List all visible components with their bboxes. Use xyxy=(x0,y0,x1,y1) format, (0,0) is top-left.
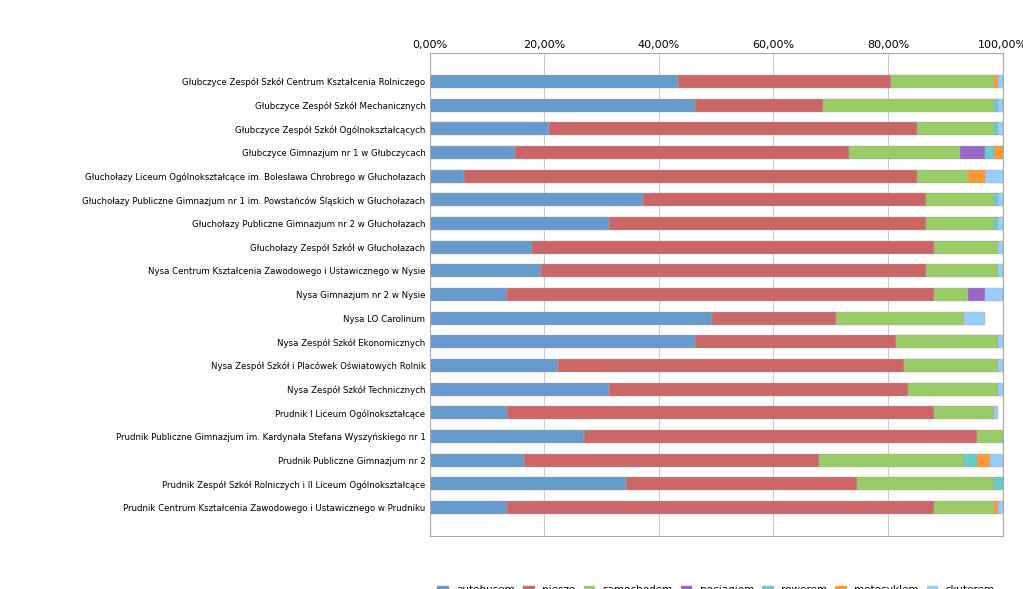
Bar xyxy=(610,217,926,230)
Legend: autobusem, pieszo, samochodem, pociągiem, rowerem, motocyklem, skuterem: autobusem, pieszo, samochodem, pociągiem… xyxy=(435,582,997,589)
Bar xyxy=(998,359,1003,372)
Bar xyxy=(964,454,977,466)
Bar xyxy=(998,75,1003,88)
Bar xyxy=(891,75,994,88)
Bar xyxy=(985,288,1003,301)
Bar xyxy=(541,264,926,277)
Bar xyxy=(430,75,677,88)
Bar xyxy=(430,217,610,230)
Bar xyxy=(610,383,908,396)
Bar xyxy=(934,241,998,254)
Bar xyxy=(430,430,583,443)
Bar xyxy=(430,288,506,301)
Bar xyxy=(994,75,998,88)
Bar xyxy=(994,501,998,514)
Bar xyxy=(430,383,610,396)
Bar xyxy=(977,430,1003,443)
Bar xyxy=(430,477,626,491)
Bar xyxy=(917,123,994,135)
Bar xyxy=(994,477,1003,491)
Bar xyxy=(994,98,998,112)
Bar xyxy=(989,454,1003,466)
Bar xyxy=(430,335,695,348)
Bar xyxy=(998,123,1003,135)
Bar xyxy=(994,217,998,230)
Bar xyxy=(430,406,506,419)
Bar xyxy=(430,454,524,466)
Bar xyxy=(985,170,1003,183)
Bar xyxy=(926,264,998,277)
Bar xyxy=(998,241,1003,254)
Bar xyxy=(818,454,964,466)
Bar xyxy=(969,170,985,183)
Bar xyxy=(998,383,1003,396)
Bar xyxy=(998,217,1003,230)
Bar xyxy=(926,193,994,206)
Bar xyxy=(583,430,977,443)
Bar xyxy=(998,264,1003,277)
Bar xyxy=(463,170,917,183)
Bar xyxy=(849,146,960,159)
Bar xyxy=(994,193,998,206)
Bar xyxy=(998,335,1003,348)
Bar xyxy=(964,312,985,325)
Bar xyxy=(430,264,541,277)
Bar xyxy=(934,501,994,514)
Bar xyxy=(430,193,643,206)
Bar xyxy=(532,241,934,254)
Bar xyxy=(934,406,994,419)
Bar xyxy=(896,335,998,348)
Bar xyxy=(994,406,998,419)
Bar xyxy=(917,170,969,183)
Bar xyxy=(960,146,985,159)
Bar xyxy=(516,146,849,159)
Bar xyxy=(994,123,998,135)
Bar xyxy=(549,123,917,135)
Bar xyxy=(998,193,1003,206)
Bar xyxy=(904,359,998,372)
Bar xyxy=(969,288,985,301)
Bar xyxy=(998,501,1003,514)
Bar xyxy=(695,335,896,348)
Bar xyxy=(985,146,994,159)
Bar xyxy=(934,288,969,301)
Bar xyxy=(430,241,532,254)
Bar xyxy=(857,477,994,491)
Bar xyxy=(430,170,463,183)
Bar xyxy=(908,383,998,396)
Bar xyxy=(643,193,926,206)
Bar xyxy=(998,98,1003,112)
Bar xyxy=(506,288,934,301)
Bar xyxy=(506,406,934,419)
Bar xyxy=(430,98,695,112)
Bar xyxy=(626,477,857,491)
Bar xyxy=(822,98,994,112)
Bar xyxy=(430,146,516,159)
Bar xyxy=(506,501,934,514)
Bar xyxy=(430,501,506,514)
Bar xyxy=(677,75,891,88)
Bar xyxy=(430,312,712,325)
Bar xyxy=(994,146,1003,159)
Bar xyxy=(695,98,822,112)
Bar xyxy=(712,312,836,325)
Bar xyxy=(926,217,994,230)
Bar xyxy=(558,359,904,372)
Bar xyxy=(977,454,989,466)
Bar xyxy=(524,454,818,466)
Bar xyxy=(836,312,964,325)
Bar xyxy=(430,359,558,372)
Bar xyxy=(430,123,549,135)
